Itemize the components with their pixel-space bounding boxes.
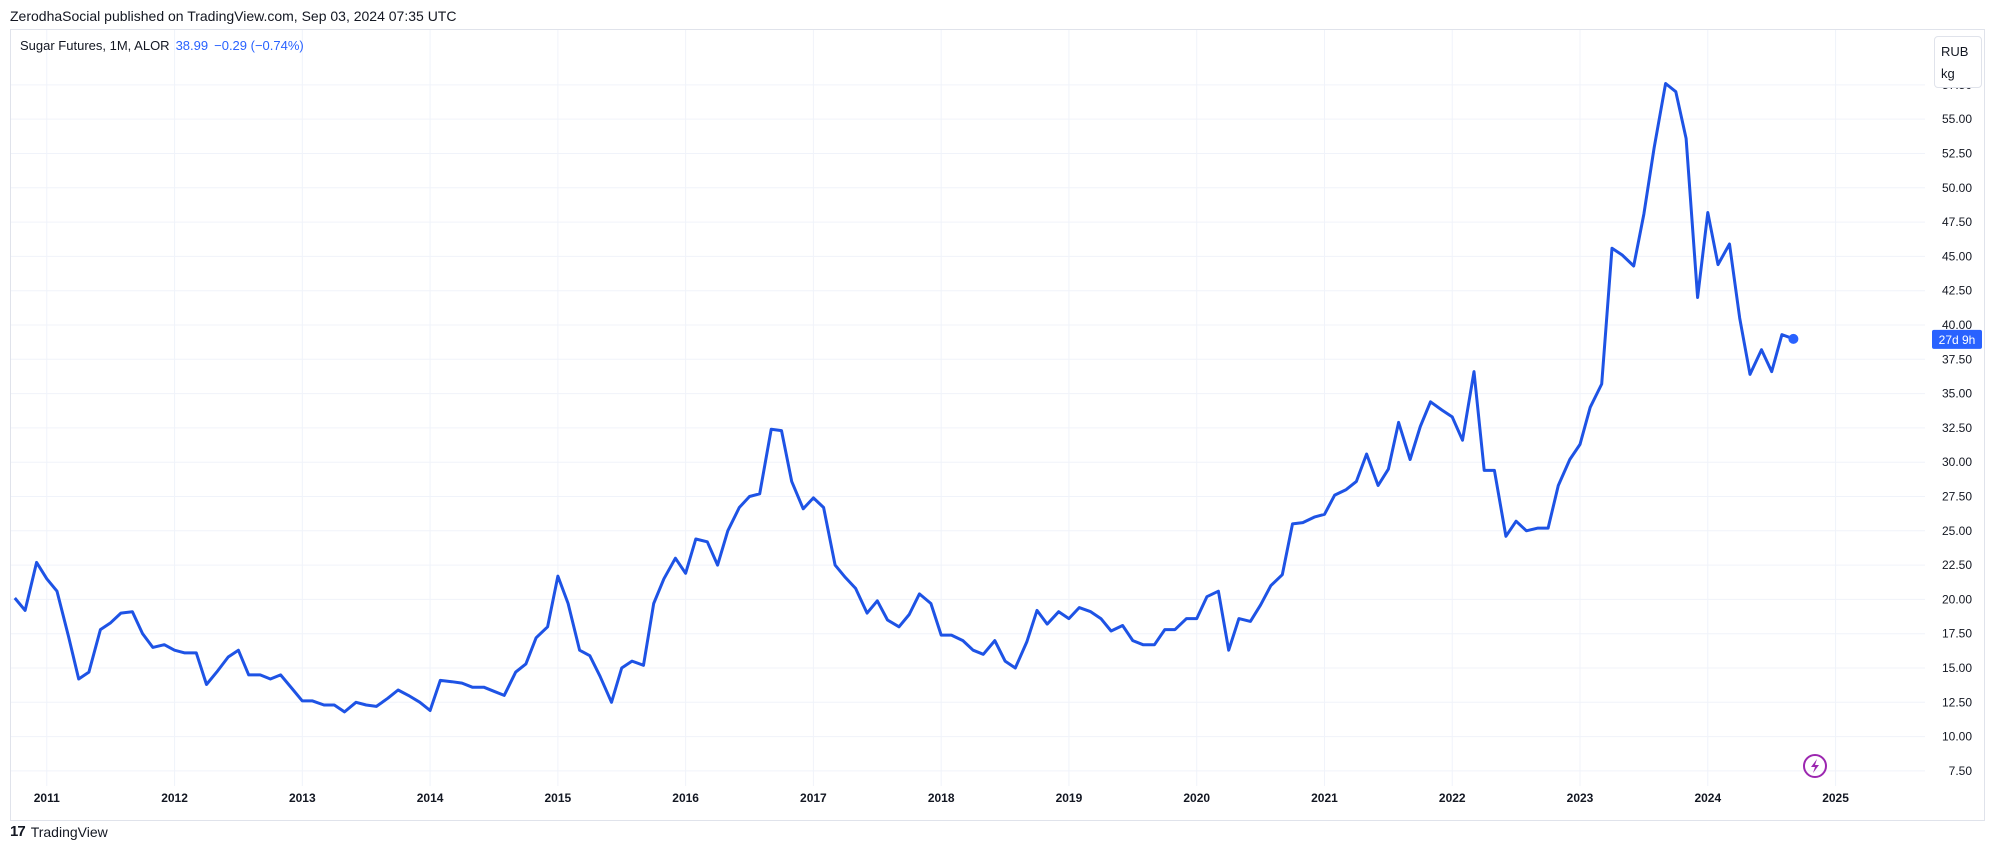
tradingview-logo-icon: 17 — [10, 823, 26, 840]
y-tick-label: 50.00 — [1942, 181, 1972, 195]
x-tick-label: 2015 — [545, 791, 572, 805]
series-line-sugar-futures — [13, 82, 1794, 714]
y-tick-label: 32.50 — [1942, 421, 1972, 435]
currency-label[interactable]: RUB — [1941, 44, 1969, 59]
y-tick-label: 25.00 — [1942, 524, 1972, 538]
last-price-tag: 27d 9h — [1932, 329, 1982, 349]
legend-price: 38.99 — [175, 38, 209, 53]
y-tick-label: 45.00 — [1942, 249, 1972, 263]
x-tick-label: 2021 — [1311, 791, 1338, 805]
x-tick-label: 2016 — [672, 791, 699, 805]
y-tick-label: 15.00 — [1942, 661, 1972, 675]
last-price-dot — [1788, 333, 1799, 344]
legend-symbol[interactable]: Sugar Futures, 1M, ALOR — [20, 38, 170, 53]
x-tick-label: 2014 — [417, 791, 444, 805]
y-tick-label: 12.50 — [1942, 695, 1972, 709]
x-tick-label: 2022 — [1439, 791, 1466, 805]
flash-icon — [1803, 754, 1827, 778]
chart-legend: Sugar Futures, 1M, ALOR 38.99 −0.29 (−0.… — [20, 38, 304, 53]
y-tick-label: 30.00 — [1942, 455, 1972, 469]
x-tick-label: 2018 — [928, 791, 955, 805]
y-tick-label: 40.00 — [1942, 318, 1972, 332]
y-tick-label: 35.00 — [1942, 387, 1972, 401]
y-tick-label: 42.50 — [1942, 284, 1972, 298]
x-tick-label: 2025 — [1822, 791, 1849, 805]
x-tick-label: 2020 — [1183, 791, 1210, 805]
last-price-tag-box — [1932, 329, 1982, 349]
axis-ticks: 7.50 10.00 12.50 15.00 17.50 20.00 22.50 25.00 2… — [34, 78, 1973, 805]
brand-name: TradingView — [30, 823, 108, 840]
x-tick-label: 2023 — [1567, 791, 1594, 805]
x-tick-label: 2024 — [1694, 791, 1721, 805]
x-tick-label: 2012 — [161, 791, 188, 805]
grid-layer — [11, 30, 1925, 786]
y-tick-label: 7.50 — [1949, 764, 1973, 778]
publisher-line: ZerodhaSocial published on TradingView.c… — [10, 8, 457, 24]
y-tick-label: 27.50 — [1942, 489, 1972, 503]
y-tick-label: 47.50 — [1942, 215, 1972, 229]
y-tick-label: 10.00 — [1942, 730, 1972, 744]
y-tick-label: 20.00 — [1942, 592, 1972, 606]
x-tick-label: 2017 — [800, 791, 827, 805]
x-tick-label: 2011 — [34, 791, 60, 805]
unit-label[interactable]: kg — [1941, 66, 1955, 81]
y-tick-label: 37.50 — [1942, 352, 1972, 366]
currency-unit-selector[interactable]: RUB kg — [1934, 36, 1982, 88]
chart-frame — [10, 29, 1985, 821]
y-tick-label: 17.50 — [1942, 627, 1972, 641]
legend-change: −0.29 (−0.74%) — [214, 38, 304, 53]
y-tick-label: 22.50 — [1942, 558, 1972, 572]
y-tick-label: 52.50 — [1942, 146, 1972, 160]
brand-footer[interactable]: 17 TradingView — [10, 823, 108, 840]
x-tick-label: 2013 — [289, 791, 316, 805]
x-tick-label: 2019 — [1056, 791, 1083, 805]
y-tick-label: 55.00 — [1942, 112, 1972, 126]
last-price-tag-label: 27d 9h — [1939, 333, 1976, 347]
